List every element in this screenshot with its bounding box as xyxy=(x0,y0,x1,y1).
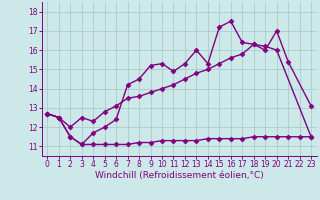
X-axis label: Windchill (Refroidissement éolien,°C): Windchill (Refroidissement éolien,°C) xyxy=(95,171,264,180)
